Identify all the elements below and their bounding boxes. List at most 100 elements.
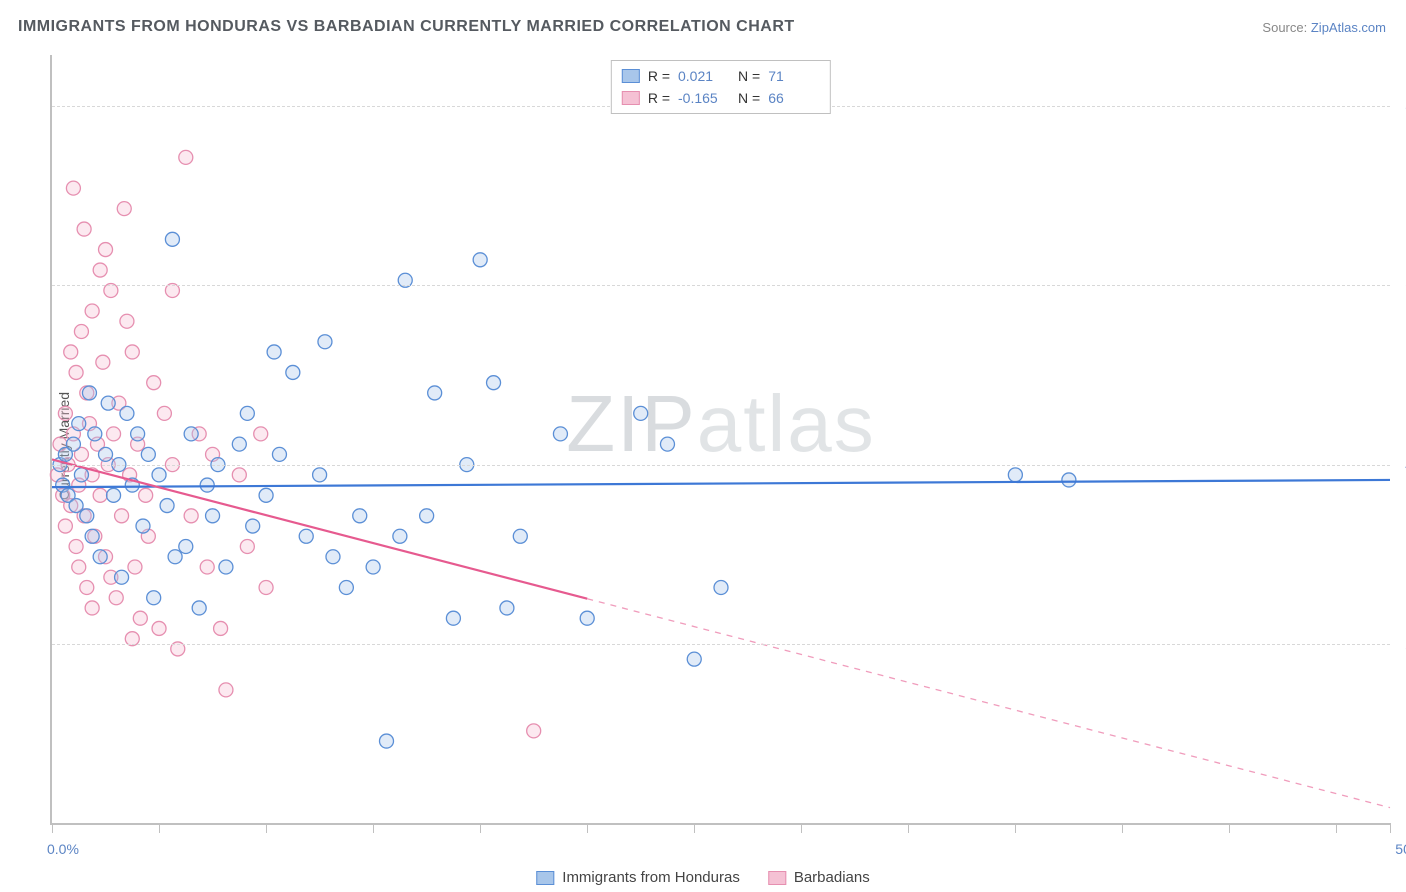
r-value-honduras: 0.021 bbox=[678, 68, 730, 84]
data-point bbox=[553, 427, 567, 441]
data-point bbox=[184, 427, 198, 441]
chart-title: IMMIGRANTS FROM HONDURAS VS BARBADIAN CU… bbox=[18, 18, 795, 36]
data-point bbox=[125, 345, 139, 359]
data-point bbox=[500, 601, 514, 615]
data-point bbox=[1008, 468, 1022, 482]
data-point bbox=[64, 345, 78, 359]
data-point bbox=[99, 447, 113, 461]
xtick bbox=[1122, 823, 1123, 833]
data-point bbox=[93, 550, 107, 564]
r-label: R = bbox=[648, 90, 670, 106]
data-point bbox=[200, 478, 214, 492]
data-point bbox=[120, 314, 134, 328]
xtick bbox=[52, 823, 53, 833]
data-point bbox=[714, 580, 728, 594]
swatch-honduras-icon bbox=[536, 871, 554, 885]
data-point bbox=[179, 150, 193, 164]
data-point bbox=[85, 601, 99, 615]
data-point bbox=[58, 406, 72, 420]
correlation-legend: R = 0.021 N = 71 R = -0.165 N = 66 bbox=[611, 60, 831, 114]
n-value-honduras: 71 bbox=[768, 68, 820, 84]
data-point bbox=[107, 427, 121, 441]
data-point bbox=[131, 427, 145, 441]
data-point bbox=[192, 601, 206, 615]
data-point bbox=[168, 550, 182, 564]
data-point bbox=[254, 427, 268, 441]
xaxis-label: 50.0% bbox=[1395, 841, 1406, 857]
data-point bbox=[353, 509, 367, 523]
data-point bbox=[240, 406, 254, 420]
data-point bbox=[77, 222, 91, 236]
data-point bbox=[513, 529, 527, 543]
data-point bbox=[101, 396, 115, 410]
legend-label-barbadians: Barbadians bbox=[794, 869, 870, 886]
gridline bbox=[52, 285, 1390, 286]
data-point bbox=[80, 509, 94, 523]
data-point bbox=[93, 488, 107, 502]
data-point bbox=[80, 580, 94, 594]
legend-item-honduras: Immigrants from Honduras bbox=[536, 869, 740, 886]
data-point bbox=[99, 243, 113, 257]
data-point bbox=[74, 468, 88, 482]
data-point bbox=[214, 621, 228, 635]
swatch-barbadians bbox=[622, 91, 640, 105]
data-point bbox=[246, 519, 260, 533]
data-point bbox=[240, 540, 254, 554]
data-point bbox=[152, 621, 166, 635]
xtick bbox=[1390, 823, 1391, 833]
data-point bbox=[120, 406, 134, 420]
data-point bbox=[487, 376, 501, 390]
data-point bbox=[420, 509, 434, 523]
data-point bbox=[219, 560, 233, 574]
n-label: N = bbox=[738, 68, 760, 84]
data-point bbox=[219, 683, 233, 697]
data-point bbox=[339, 580, 353, 594]
xtick bbox=[801, 823, 802, 833]
trend-line bbox=[52, 480, 1390, 487]
data-point bbox=[107, 488, 121, 502]
data-point bbox=[527, 724, 541, 738]
data-point bbox=[473, 253, 487, 267]
data-point bbox=[660, 437, 674, 451]
xtick bbox=[1229, 823, 1230, 833]
n-label: N = bbox=[738, 90, 760, 106]
data-point bbox=[115, 509, 129, 523]
data-point bbox=[147, 591, 161, 605]
data-point bbox=[85, 529, 99, 543]
data-point bbox=[446, 611, 460, 625]
data-point bbox=[88, 427, 102, 441]
legend-item-barbadians: Barbadians bbox=[768, 869, 870, 886]
data-point bbox=[272, 447, 286, 461]
legend-label-honduras: Immigrants from Honduras bbox=[562, 869, 740, 886]
r-label: R = bbox=[648, 68, 670, 84]
data-point bbox=[72, 417, 86, 431]
legend-row-barbadians: R = -0.165 N = 66 bbox=[622, 87, 820, 109]
gridline bbox=[52, 465, 1390, 466]
xtick bbox=[1336, 823, 1337, 833]
data-point bbox=[634, 406, 648, 420]
trend-line-extrapolated bbox=[587, 599, 1390, 808]
data-point bbox=[267, 345, 281, 359]
data-point bbox=[85, 304, 99, 318]
data-point bbox=[115, 570, 129, 584]
data-point bbox=[259, 580, 273, 594]
xtick bbox=[266, 823, 267, 833]
data-point bbox=[58, 519, 72, 533]
data-point bbox=[141, 447, 155, 461]
data-point bbox=[69, 540, 83, 554]
chart-svg bbox=[52, 55, 1390, 823]
swatch-barbadians-icon bbox=[768, 871, 786, 885]
data-point bbox=[139, 488, 153, 502]
data-point bbox=[580, 611, 594, 625]
data-point bbox=[318, 335, 332, 349]
data-point bbox=[96, 355, 110, 369]
data-point bbox=[200, 560, 214, 574]
data-point bbox=[232, 437, 246, 451]
data-point bbox=[74, 324, 88, 338]
xtick bbox=[373, 823, 374, 833]
data-point bbox=[69, 365, 83, 379]
source-label: Source: bbox=[1262, 20, 1307, 35]
data-point bbox=[393, 529, 407, 543]
data-point bbox=[157, 406, 171, 420]
data-point bbox=[82, 386, 96, 400]
